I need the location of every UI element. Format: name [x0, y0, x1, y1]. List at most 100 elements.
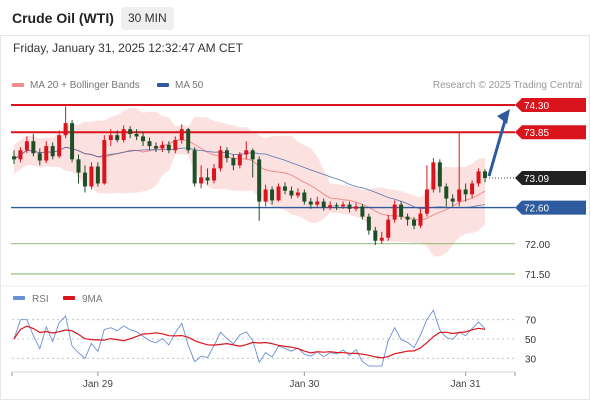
candle-body — [353, 206, 358, 209]
candle-body — [44, 146, 49, 161]
candle — [166, 141, 171, 154]
candle-body — [450, 198, 455, 202]
candle — [50, 142, 55, 160]
ma50-line — [13, 146, 486, 210]
candle-body — [192, 150, 197, 184]
price-tag-72-60: 72.60 — [515, 200, 586, 215]
candle-body — [244, 150, 249, 155]
candle — [308, 197, 313, 209]
candle-body — [121, 129, 126, 141]
candle-body — [218, 150, 223, 169]
candle — [263, 184, 268, 207]
candle-body — [431, 162, 436, 190]
candle-body — [153, 146, 158, 149]
candle-body — [295, 192, 300, 196]
candle — [147, 137, 152, 150]
candle-body — [321, 201, 326, 208]
price-tag-bg — [515, 200, 586, 215]
candle-body — [334, 205, 339, 207]
candle — [192, 147, 197, 187]
candle-body — [282, 186, 287, 191]
candle — [392, 200, 397, 223]
candle — [70, 120, 75, 163]
candle — [95, 162, 100, 187]
candle-body — [424, 189, 429, 214]
candle — [44, 141, 49, 163]
candle-body — [108, 135, 113, 141]
candle — [12, 150, 16, 165]
candle — [360, 203, 365, 220]
rsi-tick-70: 70 — [525, 316, 537, 327]
rsi-tick-50: 50 — [525, 335, 537, 346]
candle-body — [257, 159, 262, 202]
candle-body — [302, 192, 307, 202]
candle — [295, 188, 300, 198]
candle — [270, 186, 275, 205]
candle — [386, 214, 391, 241]
candle-body — [476, 171, 481, 184]
candle — [418, 208, 423, 229]
instrument-title: Crude Oil (WTI) — [12, 10, 114, 26]
rsi-line — [13, 309, 486, 367]
candle-body — [160, 144, 165, 149]
candle — [437, 159, 442, 193]
candle-body — [128, 129, 133, 134]
candle — [476, 168, 481, 187]
price-tag-bg — [515, 98, 586, 113]
candle — [224, 147, 229, 163]
candle-body — [173, 140, 178, 151]
candle — [205, 168, 210, 185]
x-axis-label-jan-30: Jan 30 — [289, 379, 319, 390]
candle — [399, 201, 404, 220]
candle — [108, 129, 113, 147]
candle — [366, 213, 371, 235]
timestamp: Friday, January 31, 2025 12:32:47 AM CET — [13, 41, 243, 55]
candle — [160, 141, 165, 153]
candle — [289, 186, 294, 199]
candle — [250, 148, 255, 178]
price-tag-74-30: 74.30 — [515, 98, 586, 113]
x-axis-label-jan-29: Jan 29 — [83, 379, 113, 390]
candle — [276, 183, 281, 202]
candle-body — [89, 166, 94, 187]
candle — [57, 130, 62, 159]
candle-body — [308, 201, 313, 205]
candle — [457, 132, 462, 207]
candle-body — [437, 162, 442, 187]
legend-ma50-label: MA 50 — [175, 80, 204, 91]
candle-body — [212, 168, 217, 181]
candle-body — [347, 204, 352, 209]
candle — [89, 162, 94, 190]
legend-ma50: MA 50 — [157, 80, 203, 91]
candle-body — [470, 183, 475, 195]
legend-ma50-swatch — [157, 83, 169, 88]
candle — [231, 154, 236, 171]
candle-body — [263, 189, 268, 202]
candle-body — [412, 219, 417, 226]
candle-body — [63, 123, 68, 136]
price-tag-73-85: 73.85 — [515, 125, 586, 140]
candle-body — [205, 177, 210, 181]
timeframe-badge[interactable]: 30 MIN — [121, 7, 174, 30]
candle-body — [76, 159, 81, 173]
candle-body — [373, 230, 378, 241]
candle-body — [457, 189, 462, 202]
legend-ma20-swatch — [12, 83, 24, 88]
candle — [173, 136, 178, 154]
candle — [257, 156, 262, 221]
candle-body — [463, 189, 468, 195]
candle-body — [134, 134, 139, 137]
rsi-legend-label: 9MA — [82, 294, 103, 305]
price-tag-label: 73.09 — [524, 174, 549, 185]
candle — [450, 194, 455, 207]
candle-body — [366, 216, 371, 231]
candle-body — [379, 237, 384, 241]
forecast-arrowhead — [497, 109, 510, 125]
price-tag-label: 72.60 — [524, 204, 549, 215]
candle-body — [444, 186, 449, 199]
candle — [328, 201, 333, 210]
candle — [121, 125, 126, 143]
candle — [82, 165, 87, 193]
candle-body — [289, 190, 294, 196]
price-tag-label: 74.30 — [524, 101, 549, 112]
